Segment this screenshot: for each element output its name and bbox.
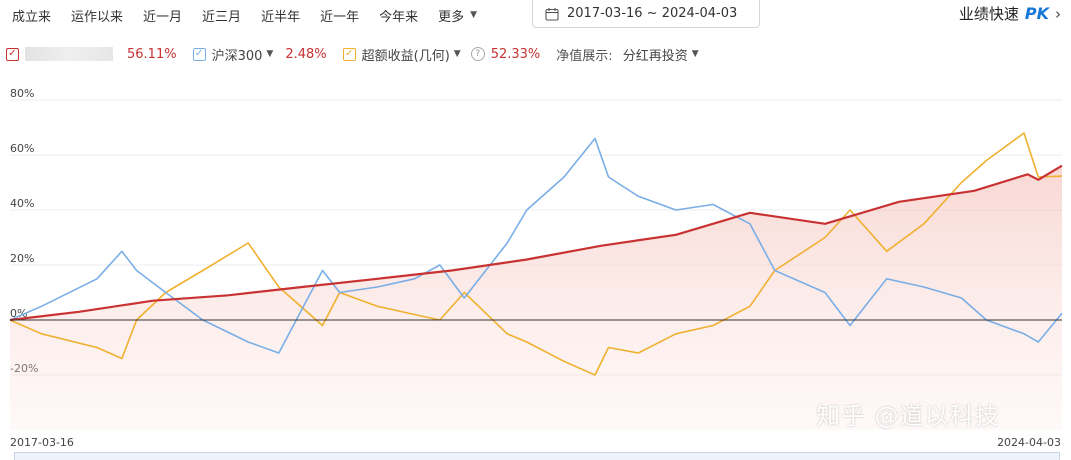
range-tabs: 成立来 运作以来 近一月 近三月 近半年 近一年 今年来 更多 ▼ bbox=[0, 0, 487, 30]
date-range-picker[interactable]: 2017-03-16 ~ 2024-04-03 bbox=[532, 0, 760, 28]
legend-excess[interactable]: ✓ 超额收益(几何) ▼ ? 52.33% bbox=[342, 45, 541, 64]
y-tick-label: 60% bbox=[10, 142, 34, 155]
tab-more-dropdown[interactable]: 更多 ▼ bbox=[428, 6, 487, 25]
calendar-icon bbox=[545, 7, 559, 21]
tab-3-months[interactable]: 近三月 bbox=[202, 9, 242, 25]
tab-1-month[interactable]: 近一月 bbox=[143, 9, 183, 25]
tab-1-year[interactable]: 近一年 bbox=[320, 9, 360, 25]
x-end-date: 2024-04-03 bbox=[997, 436, 1061, 449]
y-tick-label: 0% bbox=[10, 307, 27, 320]
tab-6-months[interactable]: 近半年 bbox=[261, 9, 301, 25]
legend-fund-value: 56.11% bbox=[127, 46, 177, 62]
checkbox-checked-icon[interactable]: ✓ bbox=[342, 47, 356, 61]
fund-area bbox=[10, 165, 1062, 430]
date-range-text: 2017-03-16 ~ 2024-04-03 bbox=[567, 6, 738, 21]
help-icon[interactable]: ? bbox=[470, 47, 485, 61]
checkbox-checked-icon[interactable]: ✓ bbox=[6, 47, 19, 61]
performance-pk-link[interactable]: 业绩快速 PK › bbox=[959, 3, 1061, 24]
fund-line bbox=[9, 164, 1063, 322]
legend-index-name: 沪深300 bbox=[211, 48, 263, 64]
nav-display-label: 净值展示: bbox=[556, 48, 613, 64]
legend-excess-value: 52.33% bbox=[490, 46, 541, 62]
tab-ytd[interactable]: 今年来 bbox=[379, 9, 419, 25]
x-start-date: 2017-03-16 bbox=[10, 436, 74, 449]
y-tick-label: 20% bbox=[10, 252, 34, 265]
pk-label: 业绩快速 bbox=[958, 5, 1019, 23]
y-tick-label: 80% bbox=[10, 87, 34, 100]
watermark: 知乎 @道以科技 bbox=[816, 402, 1000, 430]
legend-index-value: 2.48% bbox=[285, 46, 327, 62]
excess-line bbox=[9, 132, 1063, 376]
tab-since-inception[interactable]: 成立来 bbox=[12, 9, 52, 25]
cumulative-return-chart: 80%60%40%20%0%-20% bbox=[9, 87, 1063, 430]
index-line bbox=[9, 137, 1063, 354]
legend-index[interactable]: ✓ 沪深300 ▼ 2.48% bbox=[192, 45, 327, 64]
legend-excess-name: 超额收益(几何) bbox=[361, 48, 450, 64]
caret-down-icon[interactable]: ▼ bbox=[266, 49, 274, 59]
chart-range-scrollbar[interactable] bbox=[14, 452, 1060, 460]
nav-display-selector[interactable]: 净值展示: 分红再投资 ▼ bbox=[556, 45, 704, 64]
series-lines bbox=[9, 132, 1063, 376]
fund-name-redacted bbox=[25, 47, 113, 61]
y-tick-label: 40% bbox=[10, 197, 34, 210]
caret-down-icon: ▼ bbox=[691, 49, 699, 59]
nav-display-mode: 分红再投资 bbox=[622, 48, 688, 64]
tab-more-label: 更多 bbox=[438, 9, 465, 25]
caret-down-icon[interactable]: ▼ bbox=[453, 49, 461, 59]
tab-since-operation[interactable]: 运作以来 bbox=[71, 9, 124, 25]
chart-legend: ✓ 56.11% ✓ 沪深300 ▼ 2.48% ✓ 超额收益(几何) ▼ ? … bbox=[6, 44, 721, 64]
chevron-right-icon: › bbox=[1055, 4, 1061, 23]
checkbox-checked-icon[interactable]: ✓ bbox=[192, 47, 206, 61]
legend-fund[interactable]: ✓ 56.11% bbox=[6, 47, 177, 62]
pk-word: PK bbox=[1024, 4, 1049, 23]
fund-area-fill bbox=[10, 165, 1062, 430]
caret-down-icon: ▼ bbox=[470, 10, 478, 20]
